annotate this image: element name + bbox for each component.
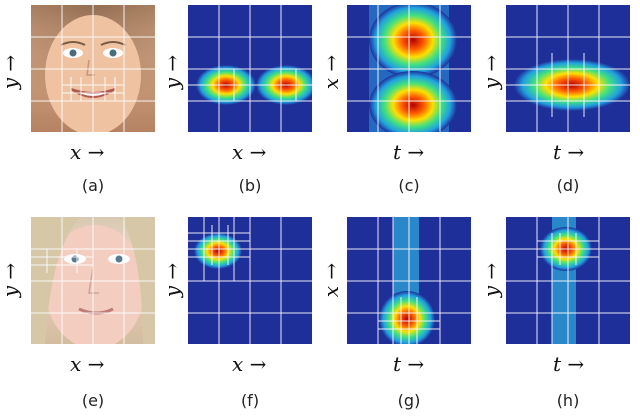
panel-a-caption: (a) [81,176,105,195]
panel-b-x-label: x → [232,140,267,164]
panel-h-heatmap [506,217,630,344]
panel-b-y-label: y → [160,54,184,90]
panel-h-y-label: y → [479,262,503,298]
panel-d-y-label: y → [479,54,503,90]
panel-d-heatmap [506,5,630,132]
panel-h-x-label: t → [553,352,585,376]
panel-g-y-label: x → [319,262,343,298]
panel-e-caption: (e) [81,391,105,410]
panel-a-y-label: y → [0,54,22,90]
panel-g-caption: (g) [397,391,421,410]
panel-f-x-label: x → [232,352,267,376]
panel-g-x-label: t → [393,352,425,376]
panel-e-face-image [31,217,155,344]
panel-b-caption: (b) [238,176,262,195]
panel-d-x-label: t → [553,140,585,164]
panel-f-y-label: y → [160,262,184,298]
panel-c-y-label: x → [319,54,343,90]
panel-h-caption: (h) [556,391,580,410]
panel-b-heatmap [188,5,312,132]
panel-g-heatmap [347,217,471,344]
panel-f-caption: (f) [240,391,260,410]
panel-e-y-label: y → [0,262,22,298]
panel-c-x-label: t → [393,140,425,164]
panel-c-caption: (c) [398,176,420,195]
panel-f-heatmap [188,217,312,344]
panel-d-caption: (d) [556,176,580,195]
panel-c-heatmap [347,5,471,132]
panel-a-x-label: x → [70,140,105,164]
panel-a-face-image [31,5,155,132]
panel-e-x-label: x → [70,352,105,376]
